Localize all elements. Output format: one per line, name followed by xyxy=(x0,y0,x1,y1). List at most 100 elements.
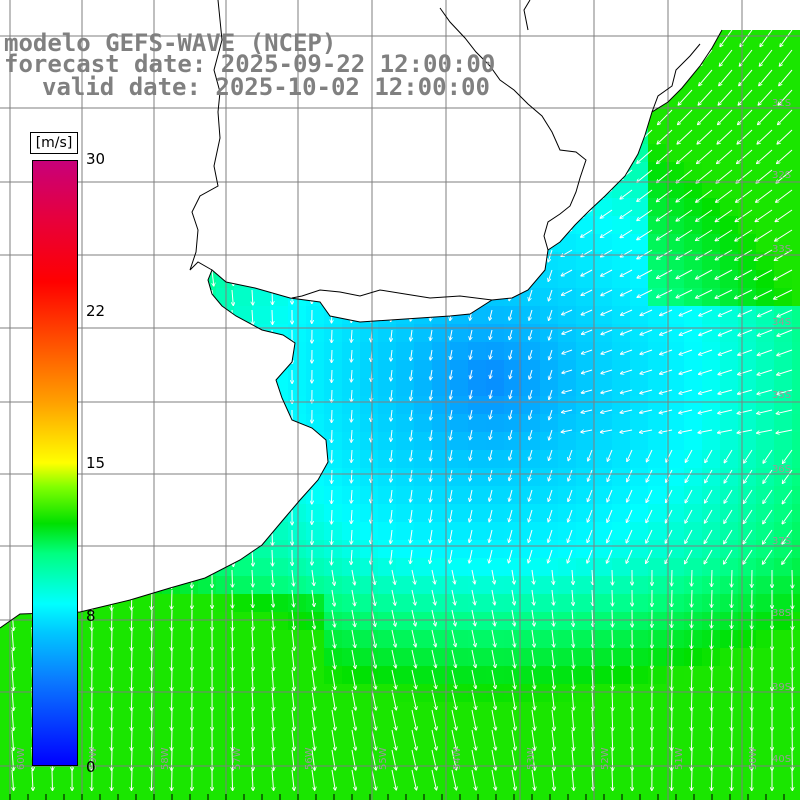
wind-speed-cell xyxy=(594,216,613,235)
wind-speed-cell xyxy=(396,576,415,595)
wind-speed-cell xyxy=(666,684,685,703)
wind-arrow xyxy=(658,109,673,125)
wind-arrow xyxy=(52,769,53,791)
wind-speed-cell xyxy=(324,522,343,541)
wind-arrow xyxy=(612,649,613,669)
wind-speed-cell xyxy=(594,378,613,397)
wind-speed-cell xyxy=(486,594,505,613)
wind-speed-cell xyxy=(558,540,577,559)
wind-speed-cell xyxy=(648,666,667,685)
wind-speed-cell xyxy=(234,738,253,757)
latitude-label: 38S xyxy=(772,608,791,619)
wind-speed-cell xyxy=(792,414,800,433)
wind-speed-cell xyxy=(468,576,487,595)
wind-speed-cell xyxy=(630,396,649,415)
wind-arrow xyxy=(778,109,793,125)
wind-speed-cell xyxy=(684,432,703,451)
latitude-label: 35S xyxy=(772,390,791,401)
wind-speed-cell xyxy=(576,234,595,253)
wind-speed-cell xyxy=(702,450,721,469)
wind-speed-cell xyxy=(756,720,775,739)
wind-speed-cell xyxy=(630,252,649,271)
wind-arrow xyxy=(612,689,613,711)
wind-speed-cell xyxy=(630,504,649,523)
wind-arrow xyxy=(738,89,753,105)
wind-speed-cell xyxy=(720,774,739,793)
wind-speed-cell xyxy=(738,216,757,235)
wind-speed-cell xyxy=(630,432,649,451)
wind-speed-cell xyxy=(468,630,487,649)
wind-speed-cell xyxy=(594,288,613,307)
wind-speed-cell xyxy=(270,594,289,613)
wind-arrow xyxy=(581,349,593,354)
wind-speed-cell xyxy=(378,414,397,433)
wind-speed-cell xyxy=(774,720,793,739)
wind-speed-cell xyxy=(612,702,631,721)
wind-speed-cell xyxy=(504,774,523,793)
wind-speed-cell xyxy=(576,558,595,577)
wind-speed-cell xyxy=(414,432,433,451)
wind-speed-cell xyxy=(306,594,325,613)
wind-speed-cell xyxy=(270,558,289,577)
wind-arrow xyxy=(691,669,692,691)
wind-arrow xyxy=(332,429,333,443)
wind-speed-cell xyxy=(684,774,703,793)
wind-speed-cell xyxy=(360,648,379,667)
wind-speed-cell xyxy=(720,198,739,217)
wind-arrow xyxy=(411,329,413,341)
wind-speed-cell xyxy=(432,558,451,577)
wind-speed-cell xyxy=(504,360,523,379)
wind-speed-cell xyxy=(486,378,505,397)
wind-speed-cell xyxy=(450,378,469,397)
wind-speed-cell xyxy=(396,666,415,685)
wind-speed-cell xyxy=(432,324,451,343)
wind-speed-cell xyxy=(306,540,325,559)
wind-speed-cell xyxy=(486,342,505,361)
wind-speed-cell xyxy=(378,396,397,415)
wind-speed-cell xyxy=(738,648,757,667)
wind-speed-cell xyxy=(774,648,793,667)
wind-speed-cell xyxy=(684,612,703,631)
wind-speed-cell xyxy=(378,468,397,487)
wind-speed-cell xyxy=(756,558,775,577)
wind-speed-cell xyxy=(684,324,703,343)
wind-speed-cell xyxy=(756,324,775,343)
longitude-label: 50W xyxy=(748,747,759,770)
wind-speed-cell xyxy=(468,450,487,469)
wind-speed-cell xyxy=(198,738,217,757)
wind-speed-cell xyxy=(90,720,109,739)
wind-speed-cell xyxy=(306,576,325,595)
wind-speed-cell xyxy=(396,342,415,361)
wind-speed-cell xyxy=(684,540,703,559)
wind-arrow xyxy=(620,309,633,315)
wind-speed-cell xyxy=(630,540,649,559)
wind-arrow xyxy=(612,749,613,771)
wind-speed-cell xyxy=(234,702,253,721)
wind-speed-cell xyxy=(648,198,667,217)
wind-arrow xyxy=(131,649,132,671)
wind-arrow xyxy=(754,289,773,299)
wind-speed-cell xyxy=(468,342,487,361)
wind-speed-cell xyxy=(522,612,541,631)
wind-arrow xyxy=(332,389,333,403)
wind-arrow xyxy=(561,289,573,295)
wind-speed-cell xyxy=(558,396,577,415)
wind-arrow xyxy=(777,329,793,336)
wind-speed-cell xyxy=(576,360,595,379)
wind-arrow xyxy=(711,609,712,628)
wind-arrow xyxy=(656,169,673,183)
wind-speed-cell xyxy=(738,126,757,145)
wind-speed-cell xyxy=(270,576,289,595)
wind-speed-cell xyxy=(558,306,577,325)
wind-speed-cell xyxy=(594,720,613,739)
wind-speed-cell xyxy=(720,270,739,289)
wind-speed-cell xyxy=(666,648,685,667)
wind-arrow xyxy=(657,129,673,144)
wind-speed-cell xyxy=(558,648,577,667)
wind-arrow xyxy=(696,189,713,202)
wind-arrow xyxy=(581,249,593,257)
wind-speed-cell xyxy=(720,594,739,613)
wind-speed-cell xyxy=(126,702,145,721)
wind-arrow xyxy=(549,329,553,340)
wind-speed-cell xyxy=(540,558,559,577)
